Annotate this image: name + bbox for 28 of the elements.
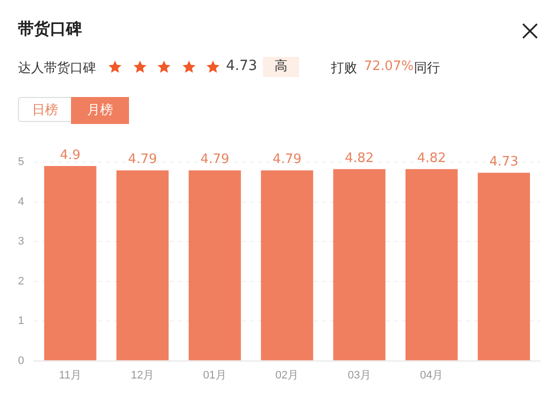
y-tick-label: 5: [18, 156, 24, 168]
data-label: 4.79: [200, 152, 230, 168]
x-tick-label: 12月: [130, 369, 154, 382]
text: 72.07%: [364, 59, 414, 74]
y-tick-label: 0: [18, 354, 24, 367]
y-tick-label: 1: [18, 315, 24, 328]
data-label: 4.73: [489, 154, 518, 170]
data-label: 4.79: [128, 152, 157, 168]
data-label: 4.82: [417, 151, 446, 166]
x-tick-label: 11月: [59, 369, 82, 382]
text: 4.73: [226, 58, 258, 74]
x-tick-label: 03月: [348, 369, 371, 382]
text: 月榜: [71, 97, 129, 124]
x-tick-label: 02月: [275, 369, 299, 382]
x-tick-label: 01月: [203, 369, 226, 382]
y-tick-label: 2: [18, 275, 24, 288]
chart-title: 带货口碑: [18, 19, 82, 40]
text: 日榜: [18, 97, 71, 122]
y-tick-label: 3: [18, 236, 24, 248]
x-tick-label: 04月: [420, 369, 444, 382]
text: 同行: [414, 60, 440, 77]
data-label: 4.9: [60, 148, 81, 163]
text: 达人带货口碑: [18, 60, 96, 77]
text: 打败: [331, 60, 357, 77]
data-label: 4.82: [344, 151, 374, 166]
text: 高: [263, 57, 299, 77]
y-tick-label: 4: [18, 196, 24, 208]
data-label: 4.79: [272, 152, 302, 168]
